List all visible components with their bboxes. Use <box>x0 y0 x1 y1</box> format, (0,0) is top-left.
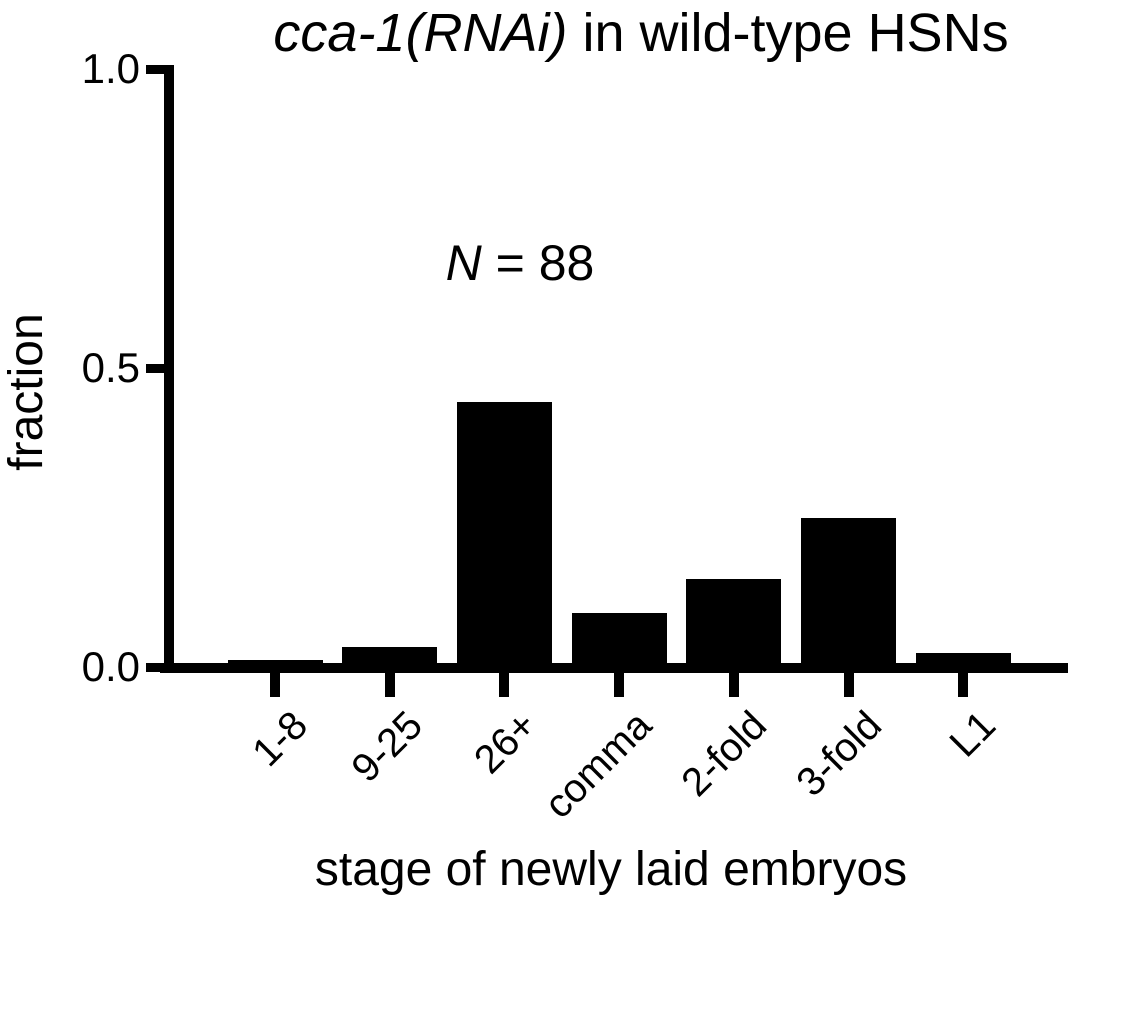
x-tick-2-fold <box>728 668 739 697</box>
y-axis-title: fraction <box>0 313 53 471</box>
y-tick-label-0.0: 0.0 <box>81 643 140 690</box>
bar-2-fold <box>686 578 782 667</box>
x-tick-comma <box>614 668 625 697</box>
bar-L1 <box>915 653 1011 667</box>
x-tick-1-8 <box>270 668 280 697</box>
y-tick-1.0 <box>146 64 174 74</box>
x-tick-3-fold <box>843 668 854 697</box>
bar-1-8 <box>227 660 323 667</box>
x-axis-line <box>160 663 1068 673</box>
x-tick-26+ <box>499 668 510 697</box>
sample-size-n: N <box>445 235 482 291</box>
chart-title: cca-1(RNAi) in wild-type HSNs <box>273 0 1008 66</box>
chart-title-rest: in wild-type HSNs <box>567 3 1009 63</box>
x-tick-L1 <box>958 668 969 697</box>
y-tick-label-1.0: 1.0 <box>81 45 140 92</box>
y-tick-label-0.5: 0.5 <box>81 344 140 391</box>
sample-size-value: = 88 <box>481 235 595 291</box>
bar-26+ <box>456 402 552 667</box>
x-tick-9-25 <box>384 668 395 697</box>
bar-3-fold <box>801 517 896 667</box>
x-axis-title: stage of newly laid embryos <box>314 843 908 896</box>
bar-9-25 <box>342 646 438 667</box>
bar-comma <box>571 612 667 667</box>
chart-title-gene: cca-1(RNAi) <box>273 3 568 63</box>
y-tick-0.5 <box>146 363 174 373</box>
sample-size-annotation: N = 88 <box>446 234 595 292</box>
y-tick-0.0 <box>146 662 174 672</box>
